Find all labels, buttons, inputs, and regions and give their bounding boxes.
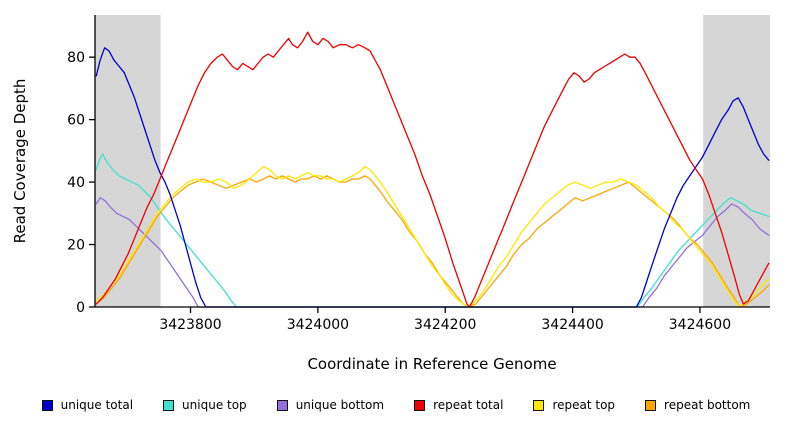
legend-swatch — [645, 399, 657, 411]
y-axis-title: Read Coverage Depth — [11, 79, 29, 244]
legend-label: unique total — [60, 398, 134, 412]
legend-item-unique-bottom: unique bottom — [276, 398, 385, 412]
legend-label: unique top — [182, 398, 247, 412]
x-tick-label: 3424000 — [287, 317, 349, 333]
legend-item-repeat-bottom: repeat bottom — [645, 398, 750, 412]
x-tick-label: 3424400 — [541, 317, 603, 333]
legend-item-repeat-top: repeat top — [533, 398, 615, 412]
legend-swatch — [414, 399, 426, 411]
y-tick-label: 40 — [67, 175, 85, 191]
legend-item-unique-top: unique top — [163, 398, 247, 412]
series-line-repeat-top — [95, 165, 770, 308]
legend-label: repeat top — [552, 398, 616, 412]
legend-swatch — [41, 399, 53, 411]
plot-area: Read Coverage Depth Coordinate in Refere… — [11, 15, 770, 373]
legend-swatch — [533, 399, 545, 411]
shaded-region — [95, 15, 161, 307]
x-tick-label: 3424200 — [414, 317, 476, 333]
legend-swatch — [276, 399, 288, 411]
legend-label: repeat bottom — [664, 398, 751, 412]
legend-label: unique bottom — [295, 398, 385, 412]
legend-item-repeat-total: repeat total — [414, 398, 503, 412]
y-tick-label: 80 — [67, 50, 85, 66]
y-tick-label: 20 — [67, 238, 85, 254]
x-tick-label: 3424600 — [669, 317, 731, 333]
series-line-repeat-total — [95, 31, 770, 308]
x-axis-title: Coordinate in Reference Genome — [307, 355, 556, 373]
legend: unique total unique top unique bottom repea… — [0, 398, 792, 412]
y-tick-label: 60 — [67, 113, 85, 129]
shaded-region — [703, 15, 770, 307]
series-line-unique-top — [95, 153, 770, 308]
x-tick-label: 3423800 — [159, 317, 221, 333]
legend-label: repeat total — [433, 398, 504, 412]
legend-item-unique-total: unique total — [41, 398, 134, 412]
legend-swatch — [163, 399, 175, 411]
y-tick-label: 0 — [76, 300, 85, 316]
